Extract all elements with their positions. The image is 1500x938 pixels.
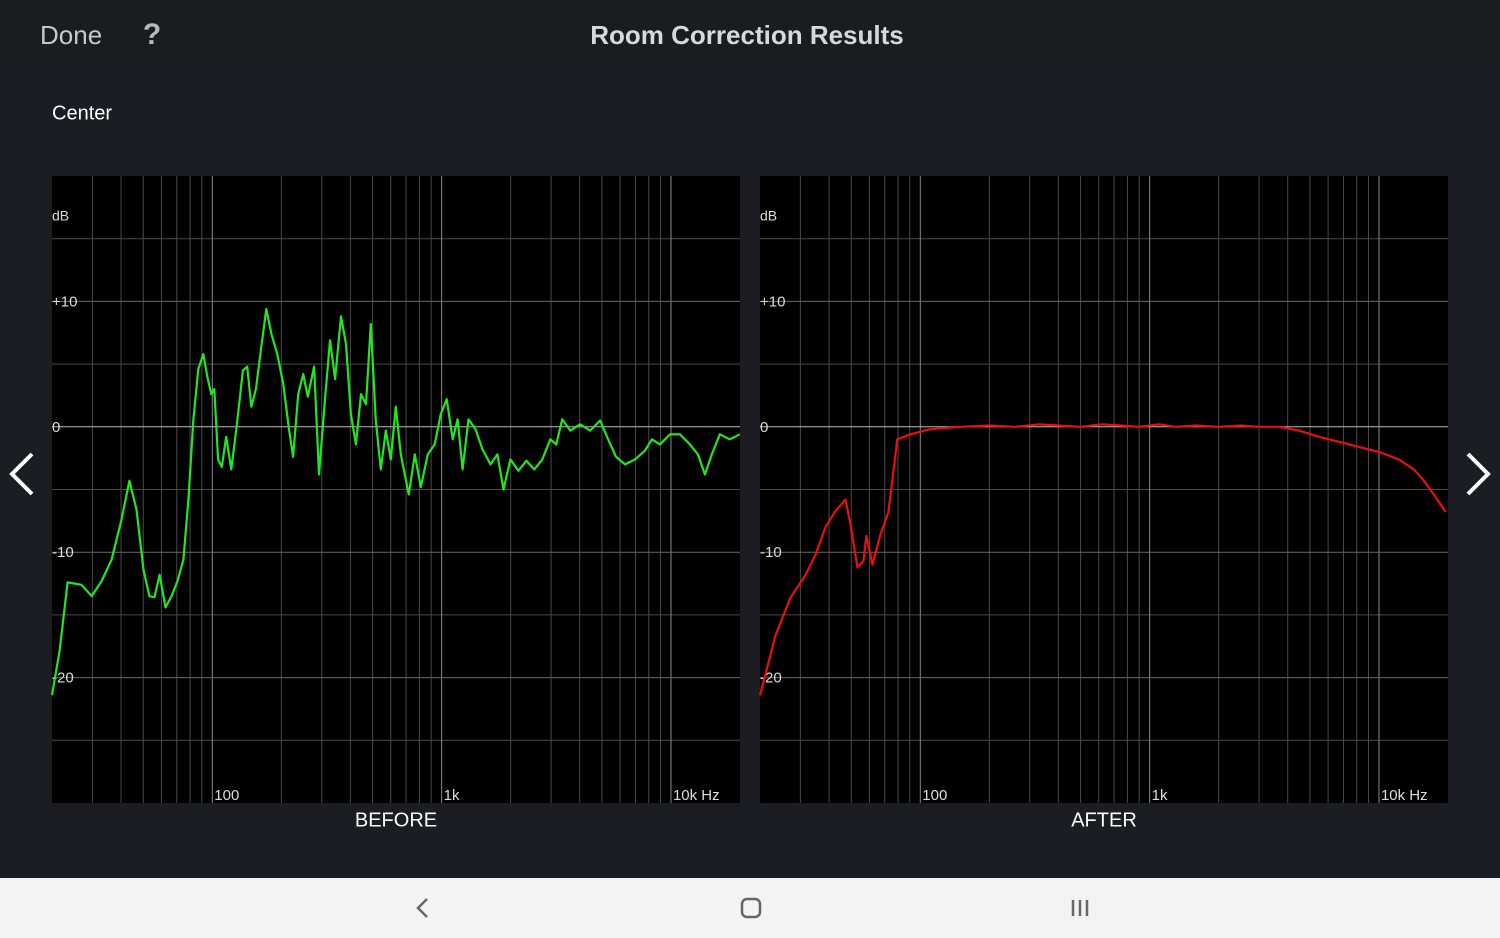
- x-axis-label: BEFORE: [355, 809, 437, 831]
- y-axis-label: dB: [52, 208, 69, 224]
- nav-home[interactable]: [740, 897, 762, 919]
- y-tick-label: 0: [52, 419, 60, 436]
- top-bar: [0, 0, 1500, 70]
- previous-arrow[interactable]: [9, 452, 34, 496]
- done-button[interactable]: Done: [40, 20, 102, 50]
- nav-recents[interactable]: [1071, 900, 1089, 916]
- x-tick-label: 10k Hz: [1381, 787, 1428, 804]
- y-tick-label: -10: [760, 544, 782, 561]
- response-curve: [758, 423, 1447, 696]
- response-curve: [50, 307, 741, 696]
- help-button[interactable]: ?: [143, 18, 161, 51]
- x-axis-label: AFTER: [1071, 809, 1137, 831]
- y-tick-label: +10: [760, 293, 785, 310]
- y-axis-label: dB: [760, 208, 777, 224]
- page-title: Room Correction Results: [590, 20, 904, 50]
- y-tick-label: -20: [52, 670, 74, 687]
- charts: 100 1k 10k Hz +10 0 -10 -20 dB BEFORE 100 1k 10k Hz…: [50, 176, 1448, 831]
- x-tick-label: 100: [922, 787, 947, 804]
- x-tick-label: 10k Hz: [673, 787, 720, 804]
- x-tick-label: 1k: [1152, 787, 1168, 804]
- channel-name: Center: [52, 102, 112, 124]
- y-tick-label: -10: [52, 544, 74, 561]
- next-arrow[interactable]: [1466, 452, 1491, 496]
- y-tick-label: 0: [760, 419, 768, 436]
- nav-bar: [0, 878, 1500, 938]
- x-tick-label: 100: [214, 787, 239, 804]
- y-tick-label: +10: [52, 293, 77, 310]
- nav-back[interactable]: [416, 898, 428, 918]
- x-tick-label: 1k: [444, 787, 460, 804]
